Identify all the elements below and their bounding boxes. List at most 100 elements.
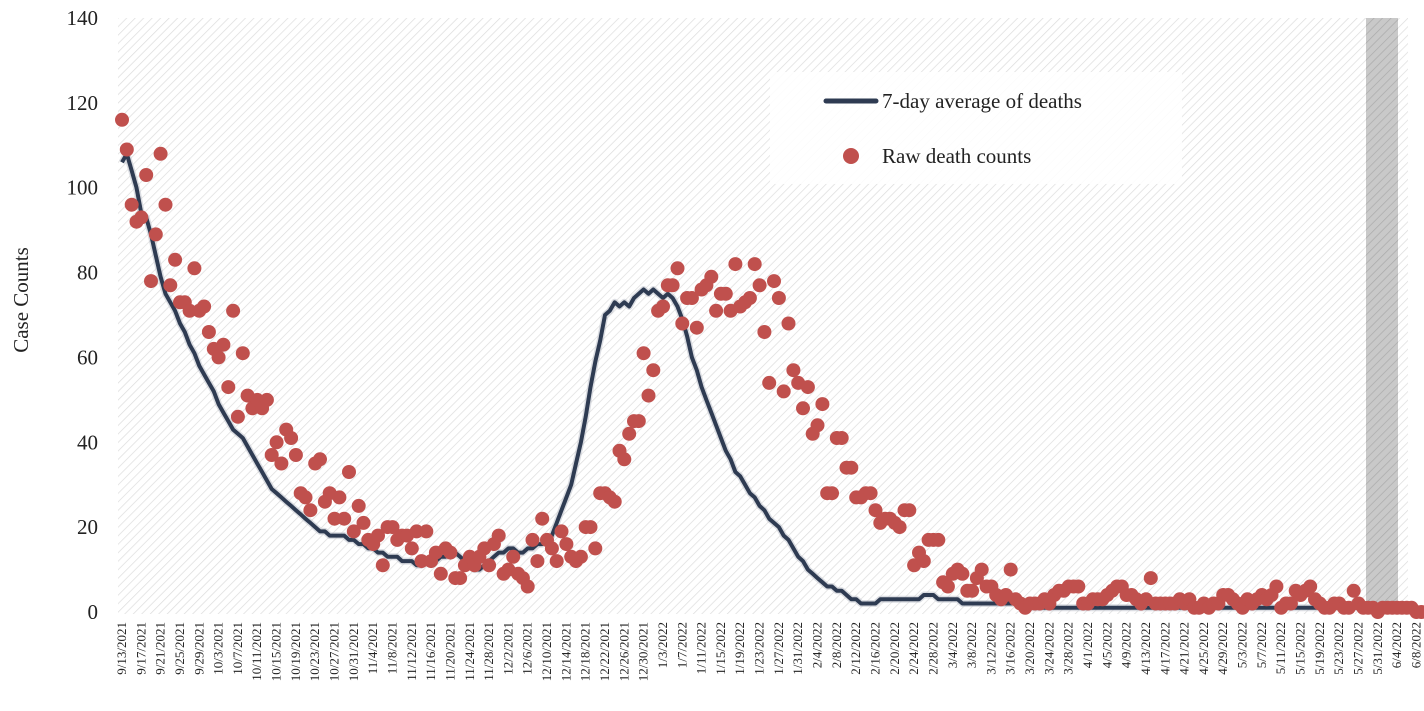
x-tick-label: 4/21/2022 xyxy=(1177,622,1192,675)
x-tick-label: 10/31/2021 xyxy=(346,622,361,681)
x-tick-label: 3/16/2022 xyxy=(1003,622,1018,675)
x-tick-label: 6/8/2022 xyxy=(1408,622,1423,668)
raw-point xyxy=(684,291,699,305)
raw-point xyxy=(796,401,810,416)
x-tick-label: 9/13/2021 xyxy=(114,622,129,675)
raw-point xyxy=(607,494,622,509)
raw-point xyxy=(1346,583,1361,598)
x-tick-label: 12/6/2021 xyxy=(520,622,535,675)
raw-point xyxy=(863,486,878,501)
raw-point xyxy=(342,465,356,479)
x-tick-label: 12/14/2021 xyxy=(558,622,573,681)
x-tick-label: 6/4/2022 xyxy=(1389,622,1404,668)
raw-point xyxy=(288,448,303,462)
raw-point xyxy=(148,227,163,242)
legend-dot-swatch xyxy=(843,148,859,164)
x-tick-label: 3/20/2022 xyxy=(1022,622,1037,675)
raw-point xyxy=(757,325,772,339)
raw-point xyxy=(414,554,429,569)
y-tick-label: 40 xyxy=(77,430,98,454)
x-tick-label: 1/27/2022 xyxy=(771,622,786,675)
x-tick-label: 10/19/2021 xyxy=(288,622,303,681)
raw-point xyxy=(1143,571,1158,586)
raw-point xyxy=(974,562,989,577)
raw-point xyxy=(1419,605,1424,619)
raw-point xyxy=(916,554,931,569)
x-tick-label: 5/31/2022 xyxy=(1370,622,1385,675)
raw-point xyxy=(163,278,178,293)
raw-point xyxy=(371,528,385,543)
raw-point xyxy=(158,197,173,212)
x-tick-label: 4/9/2022 xyxy=(1119,622,1134,668)
raw-point xyxy=(636,346,651,361)
x-tick-label: 3/28/2022 xyxy=(1061,622,1076,675)
raw-point xyxy=(491,528,506,543)
x-tick-label: 2/4/2022 xyxy=(810,622,825,668)
y-tick-label: 120 xyxy=(67,91,99,115)
raw-point xyxy=(216,337,231,352)
raw-point xyxy=(815,397,830,412)
raw-point xyxy=(139,168,154,182)
raw-point xyxy=(520,579,535,594)
x-tick-label: 2/8/2022 xyxy=(829,622,844,668)
x-tick-label: 12/10/2021 xyxy=(539,622,554,681)
raw-point xyxy=(168,252,183,267)
x-tick-label: 12/18/2021 xyxy=(578,622,593,681)
x-tick-label: 1/11/2022 xyxy=(694,622,709,674)
raw-point xyxy=(940,579,955,594)
raw-point xyxy=(221,380,236,395)
raw-point xyxy=(1283,596,1298,611)
x-tick-label: 9/29/2021 xyxy=(191,622,206,675)
x-tick-label: 4/25/2022 xyxy=(1196,622,1211,675)
x-tick-label: 1/31/2022 xyxy=(790,622,805,675)
raw-point xyxy=(762,375,777,390)
x-tick-label: 1/7/2022 xyxy=(674,622,689,668)
raw-point xyxy=(810,418,825,433)
x-tick-label: 5/19/2022 xyxy=(1312,622,1327,675)
x-tick-label: 12/26/2021 xyxy=(616,622,631,681)
y-tick-label: 60 xyxy=(77,345,98,369)
x-tick-label: 5/23/2022 xyxy=(1331,622,1346,675)
raw-point xyxy=(641,388,656,403)
y-tick-label: 0 xyxy=(88,600,99,624)
raw-point xyxy=(337,511,352,526)
x-tick-label: 11/4/2021 xyxy=(365,622,380,674)
raw-point xyxy=(356,515,371,530)
raw-point xyxy=(631,414,646,429)
raw-point xyxy=(544,541,559,556)
raw-point xyxy=(259,392,274,407)
x-tick-label: 5/27/2022 xyxy=(1350,622,1365,675)
x-tick-label: 10/3/2021 xyxy=(211,622,226,675)
x-tick-label: 1/15/2022 xyxy=(713,622,728,675)
raw-point xyxy=(622,426,637,441)
raw-point xyxy=(617,452,632,467)
raw-point xyxy=(530,554,545,569)
raw-point xyxy=(298,490,313,505)
raw-point xyxy=(689,320,704,335)
raw-point xyxy=(868,503,883,518)
raw-point xyxy=(752,278,767,293)
x-tick-label: 5/7/2022 xyxy=(1254,622,1269,668)
y-axis-title: Case Counts xyxy=(9,247,33,353)
raw-point xyxy=(675,316,690,331)
x-tick-label: 5/11/2022 xyxy=(1273,622,1288,674)
raw-point xyxy=(902,503,917,518)
raw-point xyxy=(781,316,796,331)
raw-point xyxy=(670,261,685,276)
x-tick-label: 4/1/2022 xyxy=(1080,622,1095,668)
x-tick-label: 9/25/2021 xyxy=(172,622,187,675)
y-tick-label: 100 xyxy=(67,176,99,200)
x-tick-label: 10/15/2021 xyxy=(269,622,284,681)
x-tick-label: 4/5/2022 xyxy=(1099,622,1114,668)
raw-point xyxy=(1269,579,1284,594)
raw-point xyxy=(144,274,158,289)
x-tick-label: 2/16/2022 xyxy=(867,622,882,675)
raw-point xyxy=(844,460,859,475)
x-tick-label: 11/16/2021 xyxy=(423,622,438,681)
raw-point xyxy=(482,558,497,573)
raw-point xyxy=(718,286,733,301)
x-tick-label: 12/2/2021 xyxy=(500,622,515,675)
raw-point xyxy=(187,261,202,276)
raw-point xyxy=(409,524,424,539)
